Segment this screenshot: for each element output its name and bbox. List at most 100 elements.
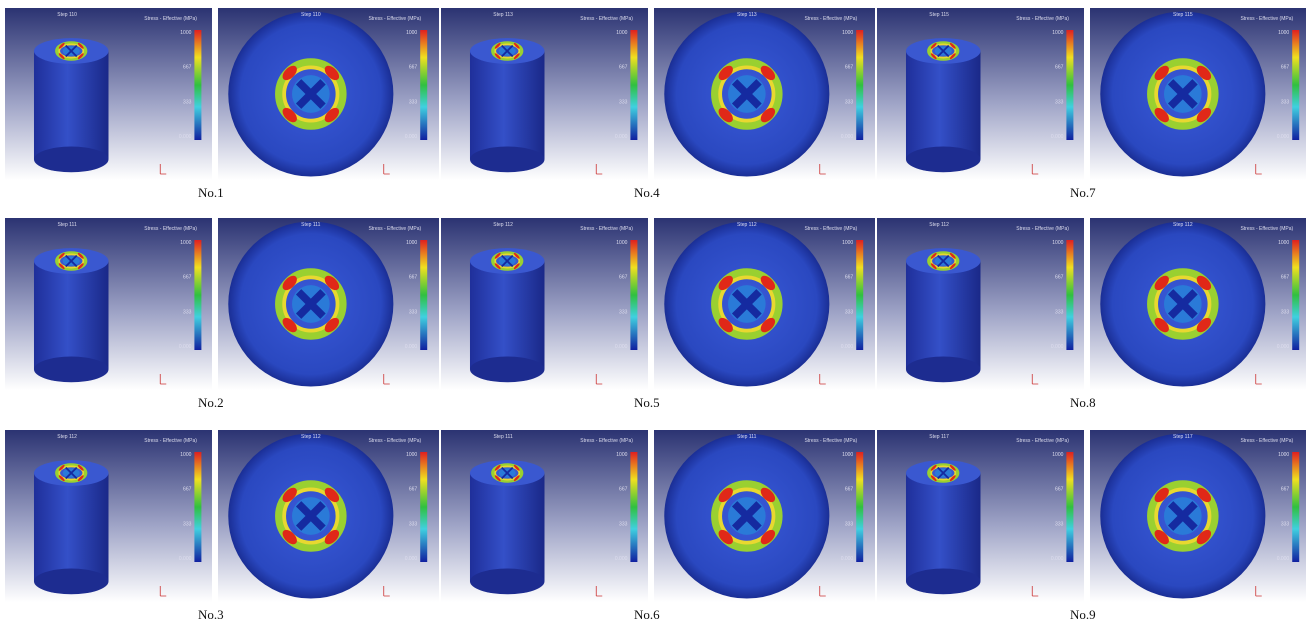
legend-tick: 333 — [619, 521, 628, 527]
legend-tick: 667 — [845, 275, 854, 281]
legend-tick: 667 — [619, 65, 628, 71]
legend-tick: 333 — [409, 99, 418, 105]
legend-title: Stress - Effective (MPa) — [144, 438, 197, 444]
legend-tick: 1000 — [1278, 452, 1289, 458]
legend-title: Stress - Effective (MPa) — [368, 226, 421, 232]
legend-tick: 333 — [1055, 521, 1064, 527]
legend-title: Stress - Effective (MPa) — [1016, 438, 1069, 444]
legend-tick: 0.000 — [1051, 134, 1064, 140]
legend-tick: 1000 — [406, 452, 417, 458]
color-bar — [194, 240, 201, 350]
step-label: Step 110 — [301, 12, 321, 18]
legend-tick: 667 — [619, 275, 628, 281]
panel-label: No.5 — [634, 395, 660, 410]
cylinder-bottom — [906, 146, 981, 172]
panel: Step 113 Stress - Effective (MPa) 1000 667 3… — [441, 8, 875, 200]
step-label: Step 112 — [493, 222, 513, 228]
legend-tick: 667 — [409, 487, 418, 493]
panel: Step 111 Stress - Effective (MPa) 1000 667 3… — [441, 430, 875, 622]
panel: Step 115Stress - Effective (MPa)10006673… — [877, 8, 1306, 200]
color-bar — [1066, 30, 1073, 140]
legend-title: Stress - Effective (MPa) — [1016, 16, 1069, 22]
legend-tick: 333 — [845, 309, 854, 315]
legend-tick: 333 — [845, 99, 854, 105]
legend-title: Stress - Effective (MPa) — [580, 438, 633, 444]
legend-tick: 0.000 — [615, 344, 628, 350]
panel-label: No.4 — [634, 185, 660, 200]
legend-tick: 0.000 — [615, 556, 628, 562]
legend-title: Stress - Effective (MPa) — [580, 16, 633, 22]
step-label: Step 112 — [737, 222, 757, 228]
legend-tick: 0.000 — [1277, 134, 1290, 140]
legend-tick: 667 — [845, 65, 854, 71]
legend-tick: 1000 — [616, 452, 627, 458]
legend-tick: 333 — [619, 309, 628, 315]
legend-tick: 667 — [1055, 275, 1064, 281]
step-label: Step 115 — [929, 12, 949, 18]
legend-tick: 333 — [183, 309, 192, 315]
step-label: Step 111 — [737, 434, 756, 440]
legend-title: Stress - Effective (MPa) — [1016, 226, 1069, 232]
legend-tick: 667 — [409, 65, 418, 71]
legend-tick: 0.000 — [405, 134, 418, 140]
legend-tick: 1000 — [406, 30, 417, 36]
panel-label: No.2 — [198, 395, 224, 410]
legend-tick: 1000 — [616, 240, 627, 246]
legend-tick: 333 — [183, 99, 192, 105]
legend-tick: 0.000 — [1277, 344, 1290, 350]
cylinder-bottom — [906, 568, 981, 594]
legend-tick: 0.000 — [179, 344, 192, 350]
legend-title: Stress - Effective (MPa) — [804, 226, 857, 232]
cylinder-side — [34, 261, 109, 369]
cylinder-side — [906, 51, 981, 159]
cylinder-bottom — [470, 146, 545, 172]
step-label: Step 112 — [57, 434, 77, 440]
cylinder-bottom — [34, 146, 109, 172]
panel-label: No.1 — [198, 185, 224, 200]
legend-title: Stress - Effective (MPa) — [580, 226, 633, 232]
legend-tick: 0.000 — [841, 556, 854, 562]
legend-tick: 1000 — [842, 30, 853, 36]
cylinder-side — [470, 51, 545, 159]
legend-title: Stress - Effective (MPa) — [1240, 16, 1293, 22]
color-bar — [420, 30, 427, 140]
legend-tick: 667 — [619, 487, 628, 493]
legend-tick: 1000 — [180, 452, 191, 458]
legend-tick: 333 — [1281, 309, 1290, 315]
legend-tick: 0.000 — [1051, 556, 1064, 562]
color-bar — [856, 30, 863, 140]
cylinder-bottom — [906, 356, 981, 382]
legend-tick: 0.000 — [841, 134, 854, 140]
legend-tick: 0.000 — [1051, 344, 1064, 350]
color-bar — [856, 452, 863, 562]
legend-title: Stress - Effective (MPa) — [1240, 226, 1293, 232]
color-bar — [1292, 452, 1299, 562]
panel: Step 110Stress - Effective (MPa)10006673… — [5, 8, 439, 200]
cylinder-side — [34, 51, 109, 159]
panel-label: No.7 — [1070, 185, 1096, 200]
color-bar — [194, 30, 201, 140]
panel: Step 112 Stress - Effective (MPa) 1000 667 3… — [441, 218, 875, 410]
legend-tick: 333 — [845, 521, 854, 527]
legend-tick: 333 — [619, 99, 628, 105]
step-label: Step 112 — [929, 222, 949, 228]
legend-tick: 667 — [409, 275, 418, 281]
legend-tick: 333 — [409, 521, 418, 527]
legend-tick: 1000 — [616, 30, 627, 36]
legend-tick: 667 — [183, 275, 192, 281]
legend-tick: 667 — [183, 65, 192, 71]
color-bar — [856, 240, 863, 350]
step-label: Step 112 — [1173, 222, 1193, 228]
legend-title: Stress - Effective (MPa) — [804, 16, 857, 22]
panel: Step 112 Stress - Effective (MPa) 1000 667 3… — [5, 430, 439, 622]
step-label: Step 111 — [57, 222, 76, 228]
legend-title: Stress - Effective (MPa) — [1240, 438, 1293, 444]
color-bar — [1292, 240, 1299, 350]
panel-label: No.6 — [634, 607, 660, 622]
legend-tick: 0.000 — [405, 556, 418, 562]
step-label: Step 113 — [493, 12, 513, 18]
cylinder-side — [470, 261, 545, 369]
legend-title: Stress - Effective (MPa) — [804, 438, 857, 444]
legend-tick: 1000 — [406, 240, 417, 246]
